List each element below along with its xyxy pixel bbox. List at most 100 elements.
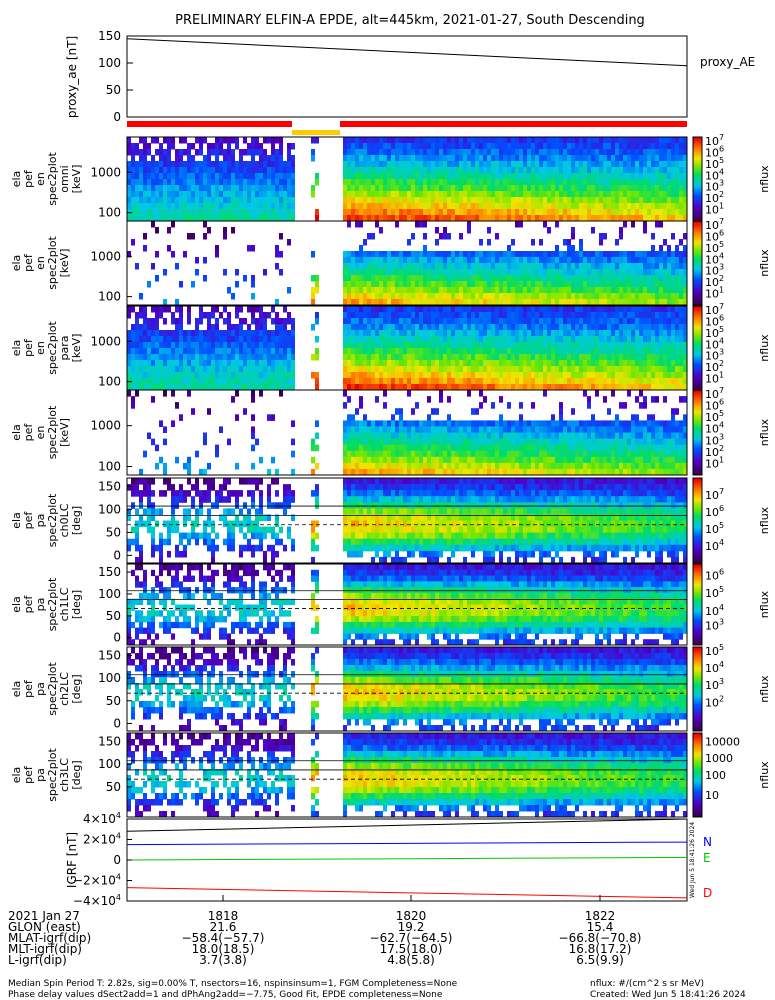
heatmap-cell bbox=[427, 348, 431, 355]
heatmap-cell bbox=[527, 384, 531, 391]
heatmap-cell bbox=[523, 384, 527, 391]
heatmap-cell bbox=[515, 318, 519, 325]
heatmap-cell bbox=[523, 324, 527, 331]
heatmap-cell bbox=[379, 203, 383, 210]
heatmap-cell bbox=[367, 318, 371, 325]
heatmap-cell bbox=[511, 239, 515, 246]
heatmap-cell bbox=[379, 149, 383, 156]
heatmap-cell bbox=[163, 269, 167, 276]
heatmap-cell bbox=[375, 372, 379, 379]
heatmap-cell bbox=[251, 281, 255, 288]
heatmap-cell bbox=[647, 312, 651, 319]
heatmap-cell bbox=[215, 330, 219, 337]
heatmap-cell bbox=[155, 312, 159, 319]
heatmap-cell bbox=[539, 191, 543, 198]
heatmap-cell bbox=[235, 462, 239, 470]
heatmap-cell bbox=[127, 354, 131, 361]
heatmap-cell bbox=[407, 354, 411, 361]
heatmap-cell bbox=[431, 215, 435, 222]
heatmap-cell bbox=[375, 209, 379, 216]
heatmap-cell bbox=[179, 185, 183, 192]
heatmap-cell bbox=[515, 149, 519, 156]
heatmap-cell bbox=[367, 426, 371, 433]
heatmap-cell bbox=[371, 155, 375, 162]
heatmap-cell bbox=[539, 324, 543, 331]
heatmap-cell bbox=[135, 372, 139, 379]
heatmap-cell bbox=[287, 161, 291, 168]
heatmap-cell bbox=[459, 444, 463, 452]
heatmap-cell bbox=[547, 161, 551, 168]
heatmap-cell bbox=[215, 203, 219, 210]
heatmap-cell bbox=[539, 306, 543, 313]
heatmap-cell bbox=[631, 378, 635, 385]
heatmap-cell bbox=[423, 263, 427, 270]
heatmap-cell bbox=[611, 318, 615, 325]
heatmap-cell bbox=[683, 137, 687, 144]
heatmap-cell bbox=[519, 221, 523, 228]
heatmap-cell bbox=[463, 324, 467, 331]
heatmap-cell bbox=[643, 143, 647, 150]
heatmap-cell bbox=[447, 161, 451, 168]
heatmap-cell bbox=[535, 450, 539, 458]
heatmap-cell bbox=[471, 318, 475, 325]
heatmap-cell bbox=[183, 209, 187, 216]
heatmap-cell bbox=[467, 324, 471, 331]
heatmap-cell bbox=[583, 209, 587, 216]
heatmap-cell bbox=[287, 203, 291, 210]
heatmap-cell bbox=[487, 384, 491, 391]
heatmap-cell bbox=[211, 312, 215, 319]
heatmap-cell bbox=[631, 161, 635, 168]
heatmap-cell bbox=[443, 378, 447, 385]
heatmap-cell bbox=[187, 191, 191, 198]
heatmap-cell bbox=[379, 330, 383, 337]
heatmap-cell bbox=[411, 450, 415, 458]
heatmap-cell bbox=[635, 324, 639, 331]
heatmap-cell bbox=[359, 251, 363, 258]
heatmap-cell bbox=[251, 348, 255, 355]
heatmap-cell bbox=[215, 366, 219, 373]
heatmap-cell bbox=[563, 293, 567, 300]
heatmap-cell bbox=[399, 318, 403, 325]
heatmap-cell bbox=[227, 318, 231, 325]
heatmap-cell bbox=[403, 215, 407, 222]
heatmap-cell bbox=[475, 269, 479, 276]
heatmap-cell bbox=[255, 215, 259, 222]
heatmap-cell bbox=[671, 342, 675, 349]
heatmap-cell bbox=[443, 462, 447, 470]
heatmap-cell bbox=[571, 384, 575, 391]
heatmap-cell bbox=[223, 155, 227, 162]
heatmap-cell bbox=[499, 420, 503, 427]
heatmap-cell bbox=[503, 209, 507, 216]
heatmap-cell bbox=[539, 215, 543, 222]
heatmap-cell bbox=[383, 173, 387, 180]
heatmap-cell bbox=[427, 420, 431, 427]
heatmap-cell bbox=[219, 197, 223, 204]
heatmap-cell bbox=[575, 161, 579, 168]
heatmap-cell bbox=[539, 348, 543, 355]
heatmap-cell bbox=[635, 318, 639, 325]
heatmap-cell bbox=[399, 143, 403, 150]
heatmap-cell bbox=[471, 209, 475, 216]
heatmap-cell bbox=[483, 269, 487, 276]
heatmap-cell bbox=[635, 299, 639, 306]
ylabel-line: ela bbox=[10, 171, 23, 188]
heatmap-cell bbox=[343, 306, 347, 313]
heatmap-cell bbox=[263, 342, 267, 349]
heatmap-cell bbox=[383, 179, 387, 186]
heatmap-cell bbox=[315, 173, 319, 180]
heatmap-cell bbox=[519, 251, 523, 258]
heatmap-cell bbox=[587, 263, 591, 270]
heatmap-cell bbox=[135, 336, 139, 343]
heatmap-cell bbox=[551, 203, 555, 210]
heatmap-cell bbox=[663, 318, 667, 325]
heatmap-cell bbox=[439, 372, 443, 379]
heatmap-cell bbox=[367, 167, 371, 174]
heatmap-cell bbox=[375, 384, 379, 391]
heatmap-cell bbox=[647, 137, 651, 144]
heatmap-cell bbox=[567, 293, 571, 300]
heatmap-cell bbox=[559, 318, 563, 325]
heatmap-cell bbox=[407, 149, 411, 156]
heatmap-cell bbox=[275, 215, 279, 222]
heatmap-cell bbox=[507, 251, 511, 258]
heatmap-cell bbox=[343, 287, 347, 294]
